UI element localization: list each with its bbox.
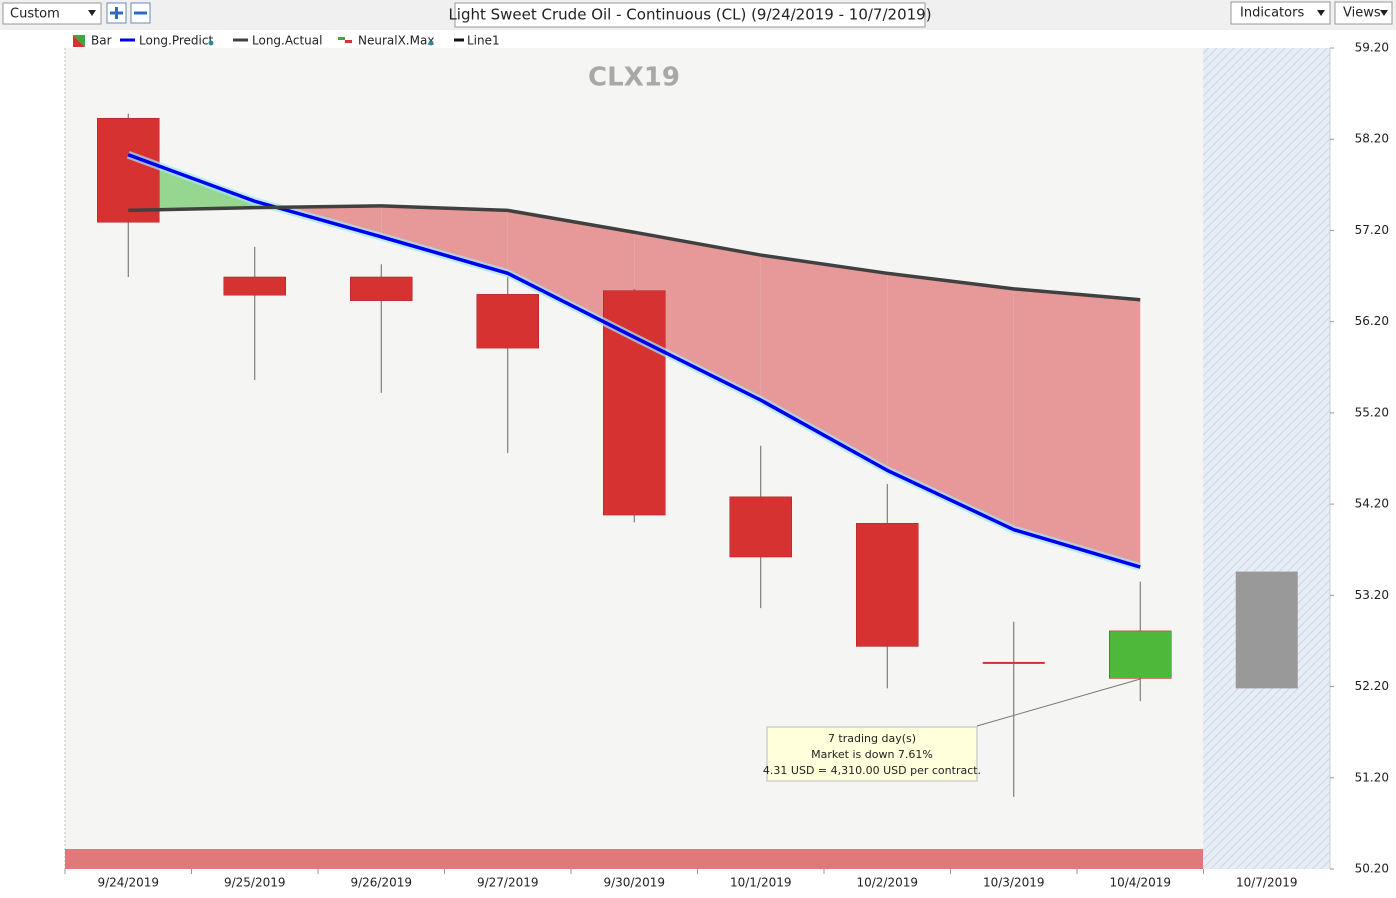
candle-body xyxy=(856,523,919,647)
legend-label: NeuralX.Max xyxy=(358,34,434,48)
y-tick-label: 59.20 xyxy=(1355,41,1389,55)
y-tick-label: 50.20 xyxy=(1355,862,1389,876)
forecast-range xyxy=(1235,571,1298,689)
x-tick-label: 9/24/2019 xyxy=(97,876,159,890)
view-select-label: Custom xyxy=(10,7,60,22)
signal-strip xyxy=(65,849,1203,869)
dropdown-arrow xyxy=(1380,10,1388,16)
views-button[interactable] xyxy=(1334,1,1393,25)
area-fill xyxy=(507,210,635,338)
title-box xyxy=(454,2,926,28)
legend-icon xyxy=(338,37,345,40)
legend-icon xyxy=(73,35,85,47)
x-tick-label: 9/26/2019 xyxy=(350,876,412,890)
indicators-button[interactable] xyxy=(1230,1,1331,25)
chart-title: CLX19 xyxy=(588,63,680,93)
legend-label: Long.Actual xyxy=(252,34,322,48)
candle-body xyxy=(223,276,286,296)
area-fill xyxy=(1013,288,1141,568)
indicators-label: Indicators xyxy=(1240,6,1304,21)
views-label: Views xyxy=(1343,6,1381,21)
legend: Bar Long.Predict Long.Actual NeuralX.Max… xyxy=(73,34,500,48)
area-fill xyxy=(634,232,761,401)
x-tick-label: 9/27/2019 xyxy=(477,876,539,890)
x-tick-label: 9/25/2019 xyxy=(224,876,286,890)
candle-body xyxy=(97,117,160,223)
candle-body xyxy=(1109,630,1172,679)
annotation-text: 4.31 USD = 4,310.00 USD per contract. xyxy=(763,764,981,777)
y-tick-label: 52.20 xyxy=(1355,679,1389,693)
x-tick-label: 10/4/2019 xyxy=(1109,876,1171,890)
legend-label: Bar xyxy=(91,34,112,48)
forecast-area xyxy=(1203,48,1330,869)
x-tick-label: 10/3/2019 xyxy=(983,876,1045,890)
series-line xyxy=(128,204,1141,302)
legend-label: Line1 xyxy=(467,34,500,48)
y-tick-label: 55.20 xyxy=(1355,405,1389,419)
legend-label: Long.Predict xyxy=(139,34,213,48)
series-line xyxy=(127,153,1141,569)
dropdown-arrow xyxy=(1317,10,1325,16)
legend-dot xyxy=(428,40,434,46)
view-select[interactable] xyxy=(2,2,102,25)
candle-body xyxy=(476,294,539,349)
area-fill xyxy=(887,273,1014,530)
y-tick-label: 53.20 xyxy=(1355,588,1389,602)
legend-icon xyxy=(345,40,352,43)
x-tick-label: 9/30/2019 xyxy=(603,876,665,890)
y-tick-label: 57.20 xyxy=(1355,223,1389,237)
annotation-box xyxy=(766,726,978,782)
candle-body xyxy=(982,661,1045,664)
annotation-text: Market is down 7.61% xyxy=(811,748,933,761)
candle-body xyxy=(729,496,792,558)
legend-dot xyxy=(208,40,214,46)
annotation-connector xyxy=(976,678,1141,727)
window-title: Light Sweet Crude Oil - Continuous (CL) … xyxy=(448,6,931,24)
y-tick-label: 54.20 xyxy=(1355,497,1389,511)
x-tick-label: 10/7/2019 xyxy=(1236,876,1298,890)
dropdown-arrow xyxy=(88,10,96,16)
candle-body xyxy=(350,276,413,301)
x-tick-label: 10/1/2019 xyxy=(730,876,792,890)
y-tick-label: 58.20 xyxy=(1355,132,1389,146)
x-tick-label: 10/2/2019 xyxy=(856,876,918,890)
annotation-text: 7 trading day(s) xyxy=(828,732,916,745)
plus-icon xyxy=(110,7,123,19)
y-tick-label: 51.20 xyxy=(1355,770,1389,784)
y-tick-label: 56.20 xyxy=(1355,314,1389,328)
area-fill xyxy=(381,205,508,274)
